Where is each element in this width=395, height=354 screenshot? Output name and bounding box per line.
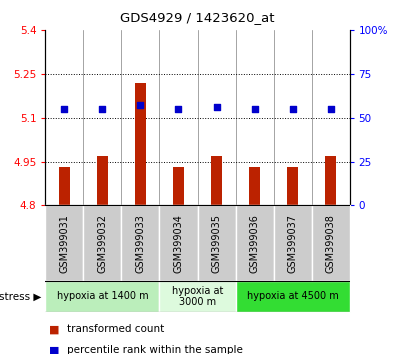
- Point: [99, 106, 105, 112]
- Text: ■: ■: [49, 324, 60, 334]
- Bar: [83, 205, 122, 281]
- Bar: [235, 281, 350, 312]
- Bar: [249, 167, 260, 205]
- Text: hypoxia at
3000 m: hypoxia at 3000 m: [172, 286, 223, 307]
- Text: GSM399031: GSM399031: [59, 214, 70, 273]
- Text: GSM399038: GSM399038: [325, 214, 336, 273]
- Bar: [312, 205, 350, 281]
- Point: [327, 106, 334, 112]
- Text: transformed count: transformed count: [67, 324, 164, 334]
- Bar: [173, 167, 184, 205]
- Bar: [97, 156, 108, 205]
- Text: GSM399037: GSM399037: [288, 214, 297, 273]
- Bar: [122, 205, 160, 281]
- Bar: [160, 205, 198, 281]
- Bar: [325, 156, 336, 205]
- Bar: [235, 205, 274, 281]
- Text: ■: ■: [49, 346, 60, 354]
- Bar: [287, 167, 298, 205]
- Point: [175, 106, 182, 112]
- Point: [213, 104, 220, 110]
- Bar: [135, 83, 146, 205]
- Text: hypoxia at 4500 m: hypoxia at 4500 m: [246, 291, 339, 302]
- Point: [61, 106, 68, 112]
- Bar: [198, 205, 235, 281]
- Text: GSM399033: GSM399033: [135, 214, 145, 273]
- Text: GSM399036: GSM399036: [250, 214, 260, 273]
- Text: hypoxia at 1400 m: hypoxia at 1400 m: [56, 291, 148, 302]
- Bar: [211, 156, 222, 205]
- Bar: [59, 167, 70, 205]
- Text: GDS4929 / 1423620_at: GDS4929 / 1423620_at: [120, 11, 275, 24]
- Point: [251, 106, 258, 112]
- Text: percentile rank within the sample: percentile rank within the sample: [67, 346, 243, 354]
- Bar: [45, 205, 83, 281]
- Point: [137, 103, 144, 108]
- Text: GSM399035: GSM399035: [211, 214, 222, 273]
- Text: GSM399032: GSM399032: [98, 214, 107, 273]
- Text: stress ▶: stress ▶: [0, 291, 41, 302]
- Bar: [160, 281, 235, 312]
- Point: [290, 106, 296, 112]
- Text: GSM399034: GSM399034: [173, 214, 184, 273]
- Bar: [45, 281, 160, 312]
- Bar: [273, 205, 312, 281]
